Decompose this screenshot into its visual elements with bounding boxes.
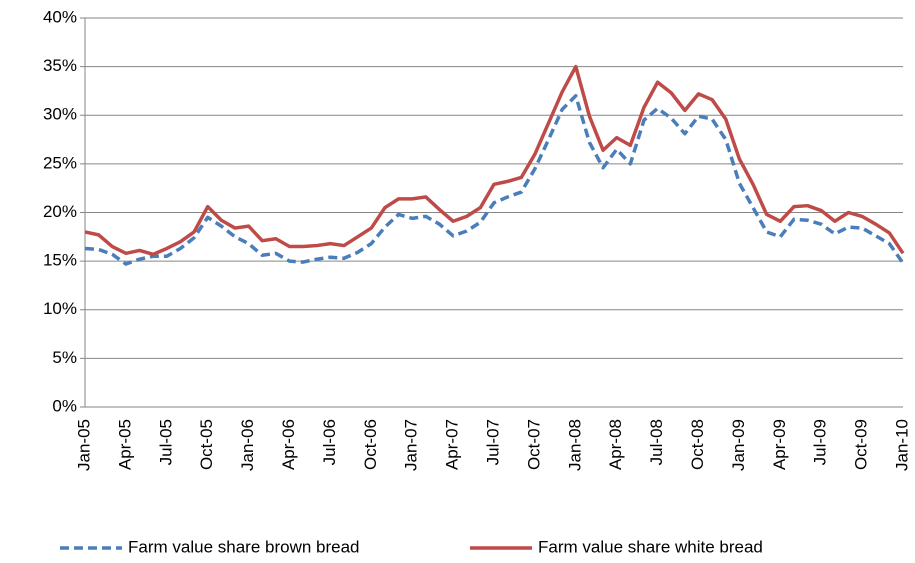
y-tick-label: 15% xyxy=(43,251,77,270)
x-tick-label: Jul-09 xyxy=(811,419,830,465)
y-tick-label: 40% xyxy=(43,7,77,26)
x-tick-label: Apr-07 xyxy=(443,419,462,470)
series-line xyxy=(84,94,905,266)
x-tick-label: Jul-07 xyxy=(483,419,502,465)
x-tick-label: Apr-05 xyxy=(115,419,134,470)
legend-label: Farm value share brown bread xyxy=(128,537,360,556)
x-tick-label: Oct-07 xyxy=(524,419,543,470)
x-tick-label: Jan-06 xyxy=(238,419,257,471)
x-tick-label: Jan-05 xyxy=(74,419,93,471)
x-tick-label: Oct-08 xyxy=(688,419,707,470)
x-tick-label: Oct-09 xyxy=(852,419,871,470)
y-tick-label: 20% xyxy=(43,202,77,221)
y-tick-label: 0% xyxy=(52,396,77,415)
series-line xyxy=(84,64,905,257)
x-tick-label: Oct-05 xyxy=(197,419,216,470)
x-tick-label: Jan-08 xyxy=(565,419,584,471)
y-tick-label: 25% xyxy=(43,153,77,172)
x-tick-label: Apr-08 xyxy=(606,419,625,470)
legend-label: Farm value share white bread xyxy=(538,537,763,556)
y-tick-label: 30% xyxy=(43,105,77,124)
x-tick-label: Jul-05 xyxy=(156,419,175,465)
x-tick-label: Jul-08 xyxy=(647,419,666,465)
y-tick-label: 35% xyxy=(43,56,77,75)
x-tick-label: Jan-09 xyxy=(729,419,748,471)
x-tick-label: Jan-07 xyxy=(402,419,421,471)
y-tick-label: 10% xyxy=(43,299,77,318)
y-tick-label: 5% xyxy=(52,348,77,367)
x-tick-label: Jul-06 xyxy=(320,419,339,465)
x-tick-label: Oct-06 xyxy=(361,419,380,470)
x-tick-label: Apr-09 xyxy=(770,419,789,470)
x-tick-label: Apr-06 xyxy=(279,419,298,470)
x-tick-label: Jan-10 xyxy=(892,419,911,471)
